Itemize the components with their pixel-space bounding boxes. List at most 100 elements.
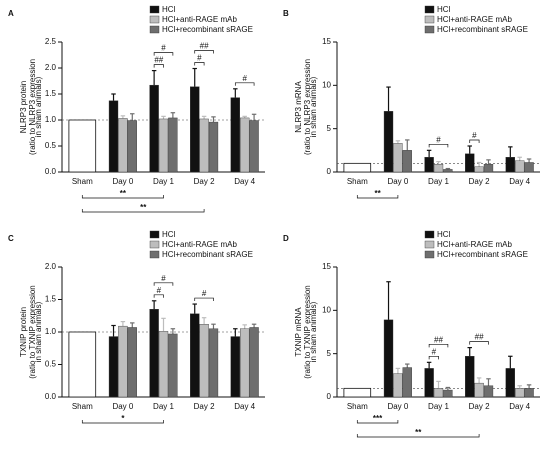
x-tick-label: Day 1 xyxy=(153,402,174,411)
bracket xyxy=(153,52,174,56)
annotation: ** xyxy=(140,203,147,212)
x-tick-label: Day 2 xyxy=(469,402,490,411)
bracket xyxy=(153,294,164,298)
bracket xyxy=(194,50,214,54)
bar xyxy=(208,121,219,173)
x-tick-label: Day 2 xyxy=(194,402,215,411)
annotation: ** xyxy=(374,189,381,198)
bar xyxy=(108,336,119,398)
legend-swatch xyxy=(149,5,160,14)
annotation: *** xyxy=(373,414,383,423)
bar xyxy=(168,117,178,173)
annotation: ## xyxy=(434,335,443,344)
legend-swatch xyxy=(424,240,435,249)
annotation: # xyxy=(197,54,202,63)
bar xyxy=(383,111,394,173)
legend-swatch xyxy=(149,240,160,249)
x-tick-label: Sham xyxy=(72,177,93,186)
bar xyxy=(465,153,475,173)
annotation: ## xyxy=(475,333,484,342)
annotation: ## xyxy=(154,56,163,65)
legend-swatch xyxy=(424,230,435,239)
bar xyxy=(230,336,240,398)
bracket xyxy=(356,434,480,438)
bracket xyxy=(81,209,205,213)
y-tick-label: 5 xyxy=(327,124,332,133)
bracket xyxy=(81,420,164,424)
bar xyxy=(199,118,209,173)
x-tick-label: Day 0 xyxy=(112,177,133,186)
y-tick-label: 10 xyxy=(322,305,331,314)
bar xyxy=(249,327,259,398)
bracket xyxy=(356,195,399,199)
legend-swatch xyxy=(149,15,160,24)
bar xyxy=(424,368,434,398)
bar xyxy=(190,86,200,173)
bracket xyxy=(153,282,174,286)
y-tick-label: 1.0 xyxy=(45,327,57,336)
x-tick-label: Sham xyxy=(347,177,368,186)
legend-label: HCl xyxy=(437,5,451,14)
bar xyxy=(433,163,444,173)
bar xyxy=(515,388,525,398)
bar xyxy=(230,97,240,173)
y-tick-label: 1.5 xyxy=(45,89,57,98)
bar xyxy=(393,373,403,398)
bracket xyxy=(428,355,439,360)
bar xyxy=(158,118,169,173)
bar xyxy=(240,117,250,173)
annotation: # xyxy=(157,286,162,295)
x-tick-label: Day 4 xyxy=(234,177,255,186)
x-tick-label: Sham xyxy=(347,402,368,411)
bracket xyxy=(356,420,399,424)
sham-bar xyxy=(68,119,97,173)
legend-label: HCl+anti-RAGE mAb xyxy=(437,15,512,24)
bracket xyxy=(234,82,255,86)
legend-swatch xyxy=(424,25,435,34)
y-tick-label: 0.5 xyxy=(45,141,57,150)
y-tick-label: 0.5 xyxy=(45,360,57,369)
y-axis-note: (ratio to NLRP3 expression xyxy=(303,59,312,155)
bar xyxy=(383,319,394,398)
legend-label: HCl+recombinant sRAGE xyxy=(437,25,528,34)
y-tick-label: 15 xyxy=(322,37,331,46)
legend-swatch xyxy=(424,250,435,259)
y-tick-label: 0 xyxy=(327,392,332,401)
y-axis-note: in sham animals) xyxy=(34,301,43,362)
annotation: # xyxy=(242,74,247,83)
bracket xyxy=(469,139,480,143)
bar xyxy=(393,143,403,173)
bar xyxy=(474,382,484,398)
bar xyxy=(474,166,484,173)
bar xyxy=(515,160,525,173)
y-axis-note: in sham animals) xyxy=(309,301,318,362)
y-tick-label: 5 xyxy=(327,349,332,358)
panel-label: C xyxy=(8,234,14,243)
bar xyxy=(424,157,434,173)
legend-label: HCl+recombinant sRAGE xyxy=(162,25,253,34)
legend-swatch xyxy=(149,25,160,34)
bar xyxy=(240,328,250,398)
x-tick-label: Day 4 xyxy=(509,402,530,411)
bar xyxy=(505,368,515,398)
bar xyxy=(118,325,128,398)
legend-swatch xyxy=(424,5,435,14)
bar xyxy=(149,309,159,398)
x-tick-label: Day 1 xyxy=(428,402,449,411)
bar xyxy=(524,162,534,173)
y-tick-label: 1.0 xyxy=(45,115,57,124)
x-tick-label: Day 0 xyxy=(387,177,408,186)
y-tick-label: 2.0 xyxy=(45,262,57,271)
y-tick-label: 10 xyxy=(322,80,331,89)
annotation: ** xyxy=(120,189,127,198)
bar xyxy=(433,388,444,398)
bar xyxy=(190,313,200,398)
y-axis-note: in sham animals) xyxy=(309,76,318,137)
bar xyxy=(168,333,178,398)
y-axis-title: NLRP3 protein xyxy=(19,81,28,133)
legend-label: HCl+anti-RAGE mAb xyxy=(437,240,512,249)
legend-swatch xyxy=(149,250,160,259)
annotation: # xyxy=(432,347,437,356)
x-tick-label: Day 0 xyxy=(112,402,133,411)
